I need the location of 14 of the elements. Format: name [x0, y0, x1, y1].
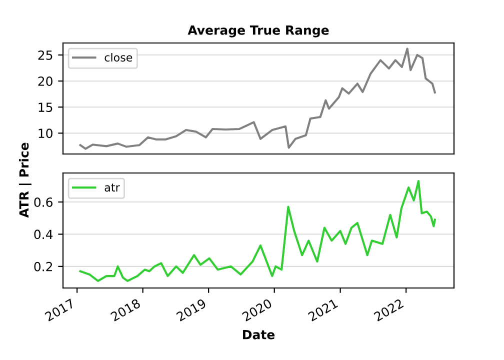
legend-label: close: [104, 53, 132, 62]
y-tick-label: 25: [38, 50, 52, 60]
y-tick-label: 15: [38, 102, 52, 112]
line-series: [79, 180, 436, 282]
legend-label: atr: [104, 184, 120, 192]
y-tick-label: 0.2: [34, 262, 52, 272]
y-tick-label: 10: [38, 128, 52, 138]
x-axis-title: Date: [243, 330, 275, 340]
y-tick-label: 0.4: [34, 230, 53, 240]
line-series: [79, 48, 436, 150]
y-tick-label: 0.6: [34, 197, 52, 207]
y-axis-title: ATR | Price: [18, 142, 32, 218]
y-tick-label: 20: [38, 76, 52, 86]
chart-title: Average True Range: [188, 26, 329, 38]
